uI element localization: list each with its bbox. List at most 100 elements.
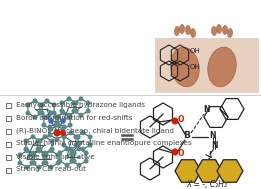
- Circle shape: [41, 114, 46, 119]
- Circle shape: [57, 159, 62, 164]
- Circle shape: [41, 152, 46, 157]
- Circle shape: [80, 147, 86, 152]
- Circle shape: [61, 134, 66, 139]
- Circle shape: [49, 110, 54, 115]
- Text: OH: OH: [190, 48, 201, 54]
- Circle shape: [72, 109, 76, 114]
- Circle shape: [35, 147, 40, 152]
- Circle shape: [50, 138, 55, 143]
- Ellipse shape: [208, 47, 236, 87]
- Circle shape: [40, 102, 45, 107]
- Circle shape: [33, 98, 38, 103]
- Circle shape: [54, 114, 58, 119]
- Circle shape: [72, 159, 76, 164]
- Circle shape: [64, 146, 69, 151]
- Circle shape: [56, 114, 61, 119]
- Circle shape: [49, 148, 54, 153]
- Ellipse shape: [186, 26, 191, 35]
- Circle shape: [35, 138, 40, 143]
- Circle shape: [76, 163, 81, 168]
- Circle shape: [48, 118, 54, 124]
- Ellipse shape: [175, 26, 180, 36]
- Circle shape: [31, 151, 35, 156]
- Circle shape: [54, 123, 58, 128]
- Text: Stable, highly crystalline enantiopure complexes: Stable, highly crystalline enantiopure c…: [16, 140, 192, 146]
- Circle shape: [86, 100, 91, 105]
- Circle shape: [76, 134, 81, 139]
- Circle shape: [74, 109, 79, 114]
- Circle shape: [79, 96, 84, 101]
- Text: O: O: [178, 149, 185, 159]
- Circle shape: [41, 161, 46, 166]
- Circle shape: [73, 143, 78, 148]
- Circle shape: [61, 127, 66, 132]
- Circle shape: [17, 161, 22, 166]
- Circle shape: [17, 152, 22, 157]
- Circle shape: [74, 100, 79, 105]
- Circle shape: [49, 127, 54, 132]
- Circle shape: [64, 163, 69, 168]
- Circle shape: [32, 152, 37, 157]
- Circle shape: [48, 133, 52, 138]
- Ellipse shape: [180, 25, 185, 33]
- Circle shape: [32, 161, 37, 166]
- Text: Strong CD read-out: Strong CD read-out: [16, 167, 86, 173]
- Circle shape: [23, 147, 28, 152]
- Circle shape: [31, 134, 35, 139]
- Circle shape: [88, 134, 93, 139]
- Ellipse shape: [171, 47, 199, 87]
- Circle shape: [41, 123, 46, 128]
- Circle shape: [25, 165, 29, 170]
- Ellipse shape: [191, 29, 195, 37]
- Text: O: O: [178, 115, 185, 123]
- Circle shape: [37, 111, 42, 116]
- Circle shape: [67, 113, 72, 118]
- Circle shape: [62, 133, 67, 138]
- Circle shape: [37, 102, 42, 107]
- Circle shape: [69, 159, 74, 164]
- Circle shape: [40, 111, 45, 116]
- Circle shape: [25, 111, 30, 116]
- Text: X = -, C₂H₂: X = -, C₂H₂: [187, 180, 228, 188]
- Circle shape: [48, 124, 52, 129]
- Circle shape: [171, 149, 179, 156]
- Circle shape: [44, 115, 50, 120]
- Text: B: B: [183, 132, 191, 140]
- Circle shape: [43, 134, 48, 139]
- Circle shape: [55, 137, 60, 142]
- Circle shape: [79, 113, 84, 118]
- Polygon shape: [217, 160, 243, 182]
- Circle shape: [54, 129, 61, 136]
- Circle shape: [55, 120, 60, 125]
- Circle shape: [38, 147, 43, 152]
- Circle shape: [68, 114, 73, 119]
- Circle shape: [72, 100, 76, 105]
- Circle shape: [68, 130, 74, 135]
- Circle shape: [60, 100, 64, 105]
- Text: OH: OH: [190, 64, 201, 70]
- Circle shape: [44, 98, 50, 103]
- Circle shape: [49, 165, 54, 170]
- Circle shape: [86, 109, 91, 114]
- Circle shape: [25, 102, 30, 107]
- Circle shape: [69, 150, 74, 155]
- Circle shape: [33, 115, 38, 120]
- Polygon shape: [196, 160, 222, 182]
- Circle shape: [37, 148, 41, 153]
- Circle shape: [43, 151, 48, 156]
- Circle shape: [68, 123, 73, 128]
- Circle shape: [60, 130, 66, 136]
- Ellipse shape: [228, 29, 233, 37]
- Ellipse shape: [211, 26, 217, 36]
- Circle shape: [38, 138, 43, 143]
- Circle shape: [37, 165, 41, 170]
- Text: Visible light operative: Visible light operative: [16, 153, 95, 160]
- Circle shape: [25, 148, 29, 153]
- Circle shape: [171, 118, 179, 125]
- Circle shape: [72, 150, 76, 155]
- Circle shape: [88, 143, 93, 148]
- Circle shape: [61, 143, 66, 148]
- Circle shape: [84, 150, 88, 155]
- Circle shape: [73, 134, 78, 139]
- Circle shape: [29, 152, 34, 157]
